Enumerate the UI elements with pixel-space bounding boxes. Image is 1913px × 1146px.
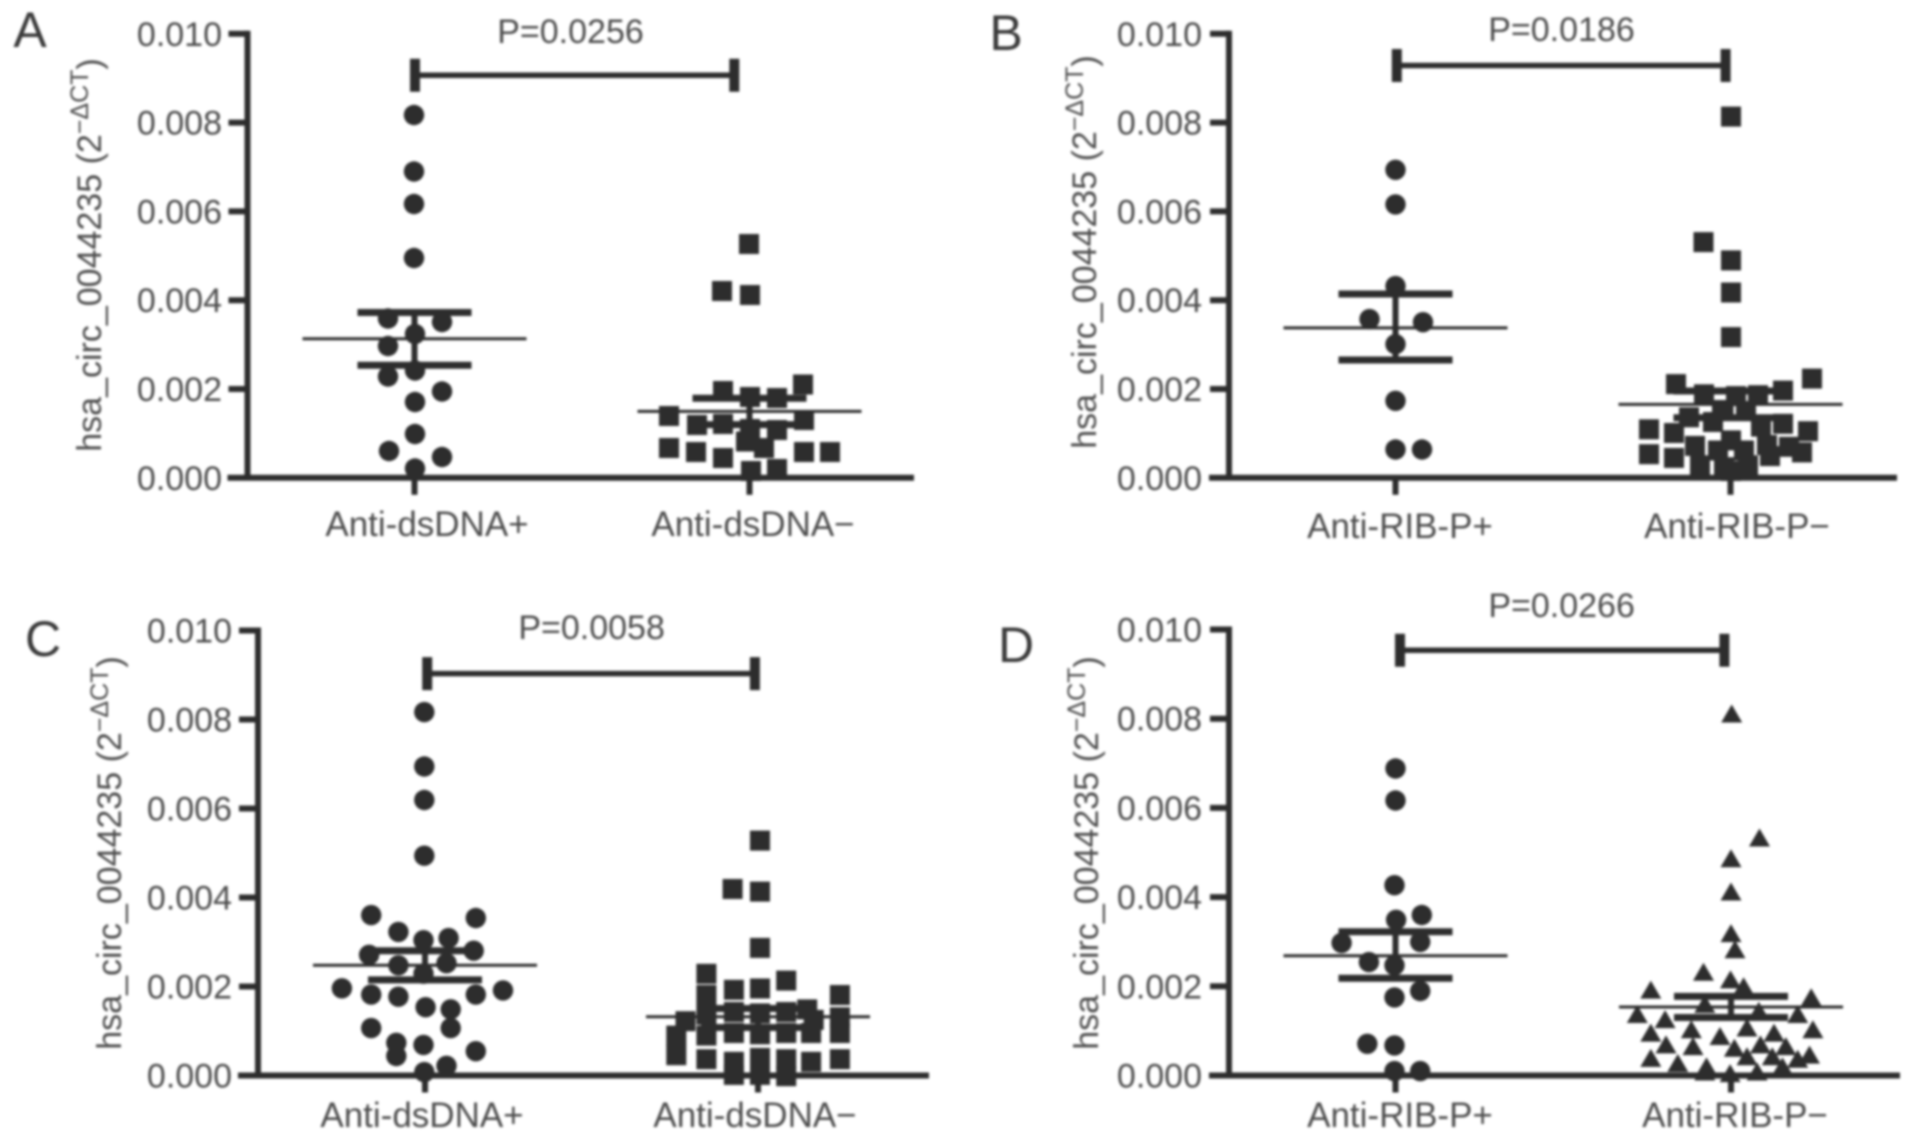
svg-text:0.000: 0.000	[137, 460, 222, 498]
svg-text:0.002: 0.002	[147, 969, 232, 1007]
svg-text:Anti-RIB-P−: Anti-RIB-P−	[1644, 507, 1830, 546]
svg-text:P=0.0266: P=0.0266	[1488, 587, 1635, 625]
svg-text:A: A	[13, 2, 47, 58]
svg-text:0.006: 0.006	[147, 791, 232, 829]
svg-text:0.008: 0.008	[1117, 105, 1202, 143]
svg-text:0.002: 0.002	[1117, 968, 1202, 1006]
svg-text:0.006: 0.006	[1117, 790, 1202, 828]
svg-text:0.010: 0.010	[147, 613, 232, 651]
svg-text:Anti-dsDNA+: Anti-dsDNA+	[320, 1096, 523, 1135]
svg-text:0.002: 0.002	[1117, 371, 1202, 409]
svg-text:Anti-RIB-P+: Anti-RIB-P+	[1307, 507, 1493, 546]
svg-text:P=0.0058: P=0.0058	[518, 609, 665, 647]
svg-text:0.000: 0.000	[1117, 1058, 1202, 1096]
svg-text:0.010: 0.010	[137, 16, 222, 54]
svg-text:0.008: 0.008	[1117, 701, 1202, 739]
svg-text:C: C	[25, 611, 61, 667]
svg-text:Anti-dsDNA−: Anti-dsDNA−	[653, 1096, 856, 1135]
svg-text:0.010: 0.010	[1117, 16, 1202, 54]
svg-text:0.004: 0.004	[1117, 879, 1202, 917]
svg-text:0.004: 0.004	[147, 880, 232, 918]
svg-text:D: D	[998, 617, 1034, 673]
svg-text:Anti-dsDNA+: Anti-dsDNA+	[325, 505, 528, 544]
svg-text:0.000: 0.000	[147, 1058, 232, 1096]
svg-text:0.004: 0.004	[1117, 282, 1202, 320]
svg-text:P=0.0186: P=0.0186	[1488, 11, 1635, 49]
svg-text:Anti-RIB-P+: Anti-RIB-P+	[1307, 1096, 1493, 1135]
svg-text:0.006: 0.006	[137, 193, 222, 231]
svg-text:P=0.0256: P=0.0256	[497, 13, 644, 51]
svg-text:0.000: 0.000	[1117, 460, 1202, 498]
svg-text:Anti-RIB-P−: Anti-RIB-P−	[1642, 1096, 1828, 1135]
svg-text:B: B	[989, 5, 1022, 61]
svg-text:0.008: 0.008	[147, 702, 232, 740]
svg-text:0.006: 0.006	[1117, 193, 1202, 231]
svg-text:Anti-dsDNA−: Anti-dsDNA−	[651, 505, 854, 544]
svg-text:0.010: 0.010	[1117, 612, 1202, 650]
svg-text:0.004: 0.004	[137, 282, 222, 320]
svg-text:0.008: 0.008	[137, 105, 222, 143]
svg-text:0.002: 0.002	[137, 371, 222, 409]
